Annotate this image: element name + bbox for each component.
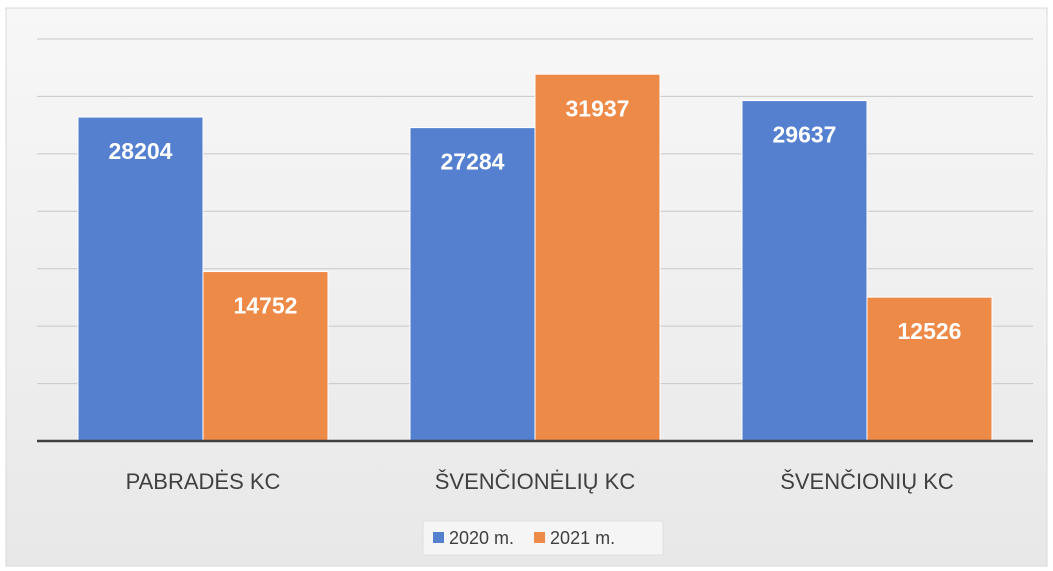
data-label: 31937 xyxy=(566,95,630,121)
legend-swatch xyxy=(433,532,444,543)
legend-swatch xyxy=(534,532,546,543)
data-label: 12526 xyxy=(898,318,962,344)
legend-label: 2021 m. xyxy=(550,528,615,548)
data-label: 29637 xyxy=(773,122,837,148)
bar xyxy=(741,100,868,442)
bar xyxy=(77,116,204,442)
legend-label: 2020 m. xyxy=(449,528,514,548)
x-tick-label: ŠVENČIONIŲ KC xyxy=(780,469,954,494)
data-label: 14752 xyxy=(234,293,298,319)
data-label: 27284 xyxy=(441,149,505,175)
x-tick-label: ŠVENČIONĖLIŲ KC xyxy=(435,469,636,494)
x-tick-label: PABRADĖS KC xyxy=(126,469,281,494)
data-label: 28204 xyxy=(109,138,173,164)
bar xyxy=(202,271,329,442)
bar xyxy=(534,73,661,442)
bar xyxy=(866,296,993,442)
